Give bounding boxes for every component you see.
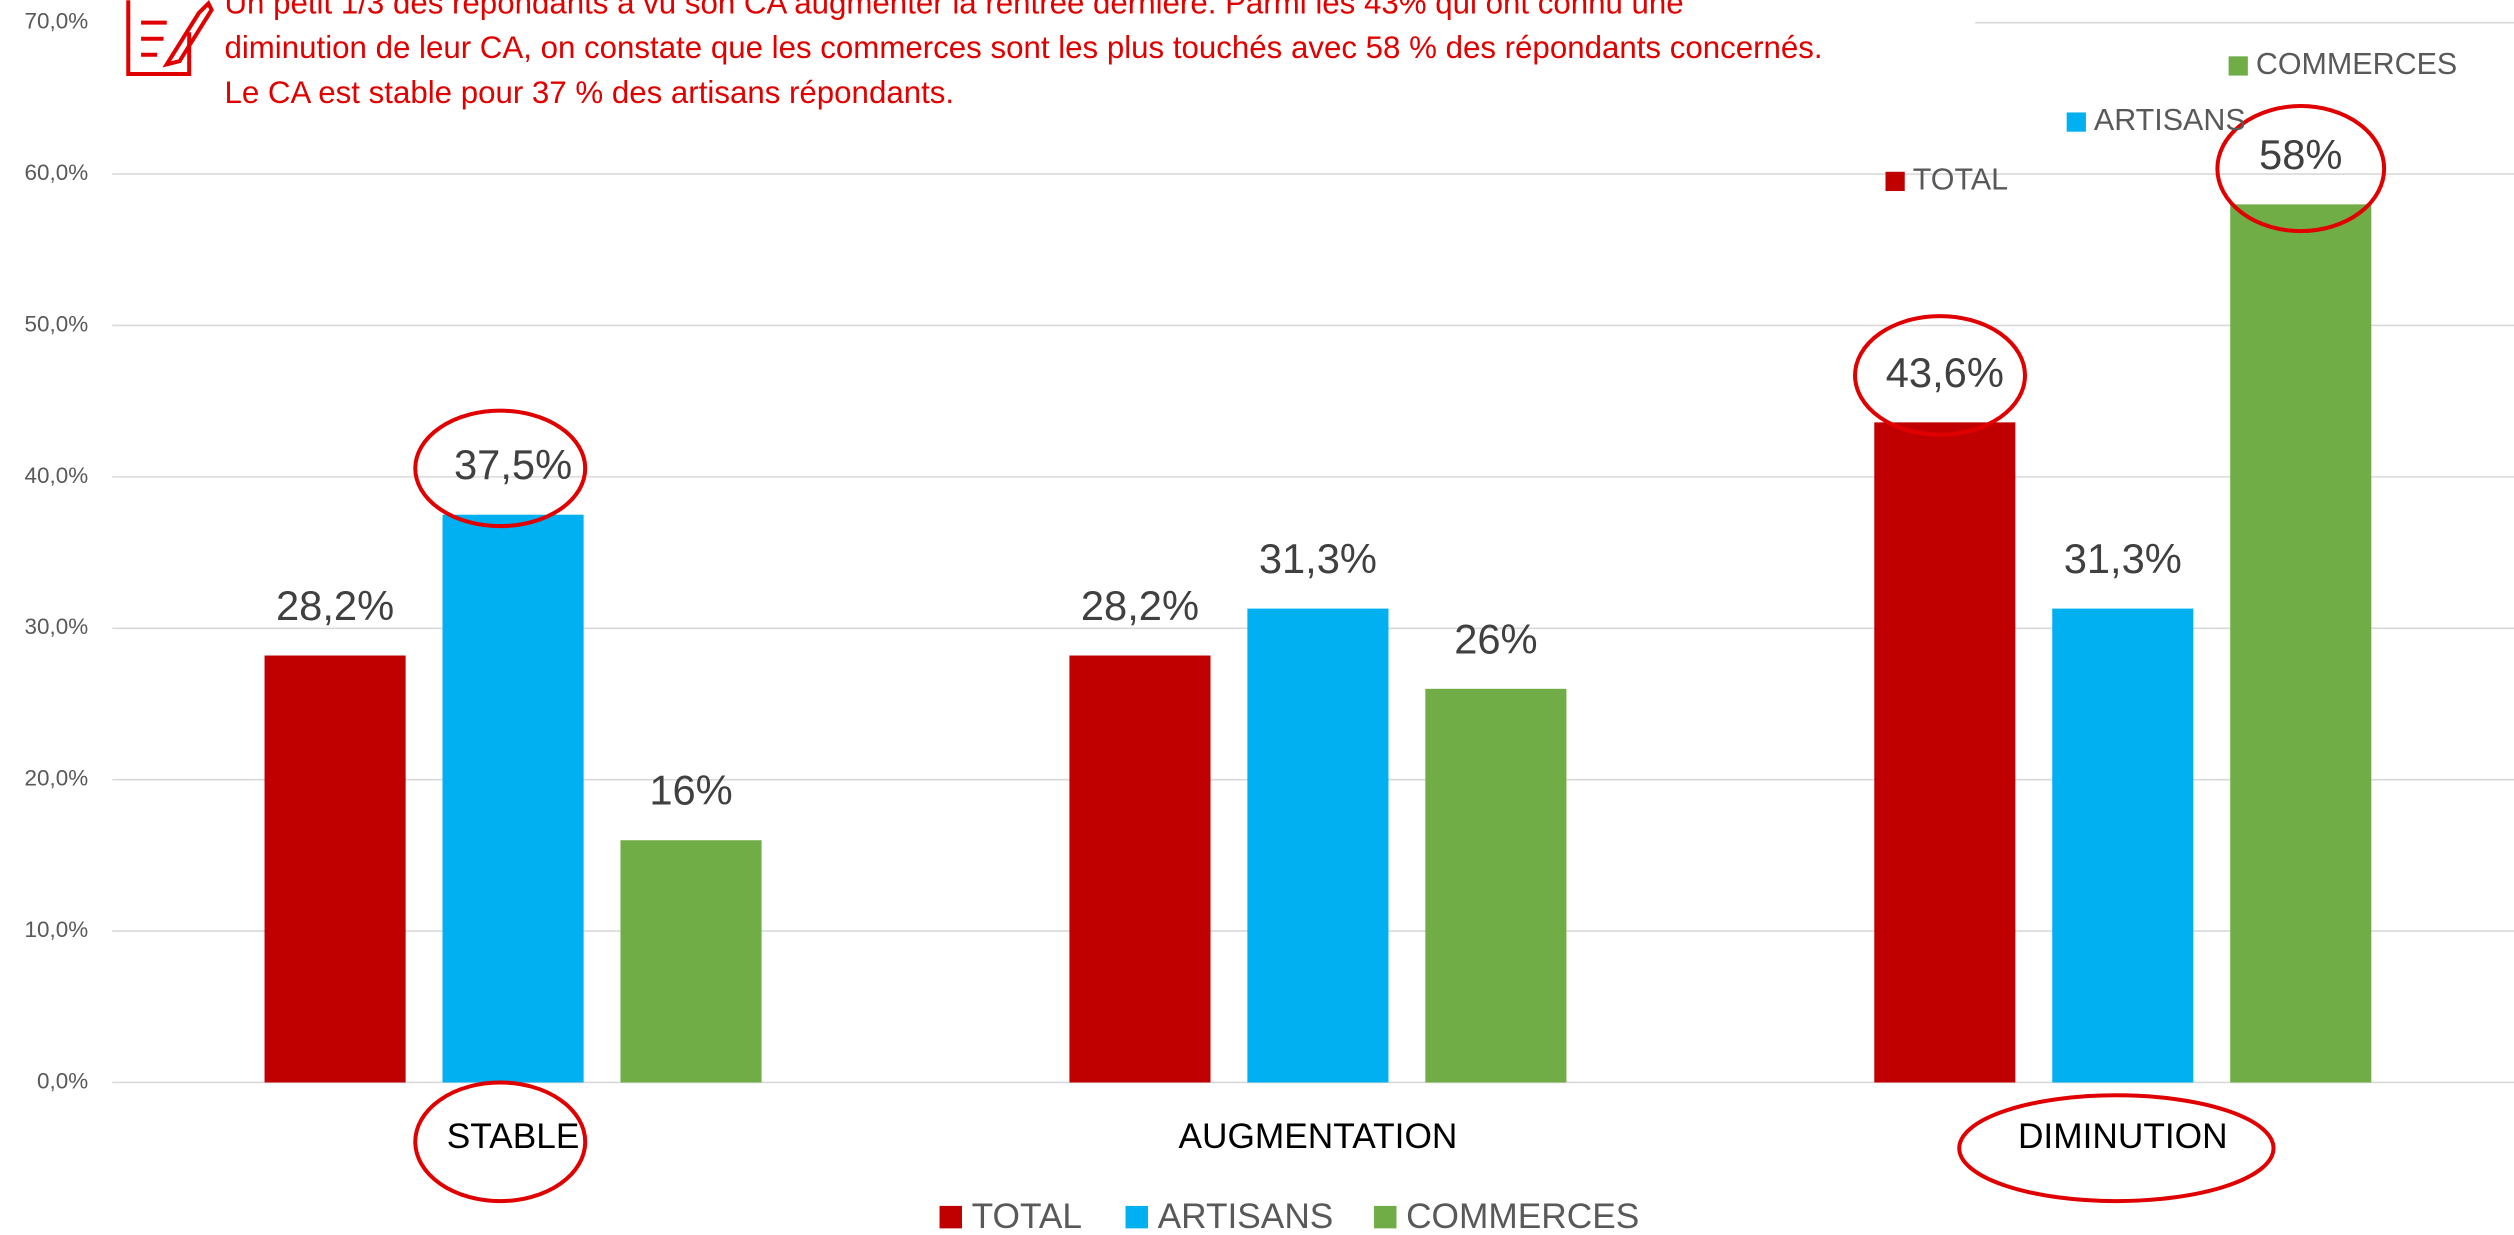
x-tick-label: STABLE	[447, 1117, 580, 1156]
x-tick-label: DIMINUTION	[2018, 1117, 2228, 1156]
highlight-circle	[2215, 104, 2387, 234]
bar	[1425, 688, 1567, 1083]
bar	[1874, 422, 2016, 1083]
value-label: 58%	[2259, 131, 2342, 178]
note-background	[96, 0, 1976, 42]
note-icon	[126, 0, 214, 76]
legend-label: TOTAL	[972, 1197, 1082, 1235]
legend-label: COMMERCES	[1406, 1197, 1639, 1235]
annotation: Un petit 1/3 des répondants a vu son CA …	[224, 0, 1683, 20]
bar	[2052, 608, 2194, 1083]
legend-swatch	[2228, 56, 2248, 76]
y-tick-label: 40,0%	[25, 463, 89, 488]
highlight-circle	[413, 408, 588, 529]
legend-label: TOTAL	[1913, 162, 2008, 196]
bar	[620, 840, 762, 1083]
value-label: 28,2%	[276, 582, 394, 629]
bar	[2230, 204, 2372, 1083]
value-label: 31,3%	[1259, 535, 1377, 582]
legend-swatch	[1374, 1205, 1397, 1229]
legend-swatch	[1125, 1205, 1148, 1229]
value-label: 43,6%	[1886, 349, 2004, 396]
legend-swatch	[939, 1205, 962, 1229]
y-tick-label: 20,0%	[25, 766, 89, 791]
annotation: diminution de leur CA, on constate que l…	[224, 30, 1822, 65]
legend-swatch	[2066, 112, 2086, 132]
value-label: 28,2%	[1081, 582, 1199, 629]
legend-swatch	[1885, 171, 1905, 192]
value-label: 31,3%	[2064, 535, 2182, 582]
value-label: 26%	[1454, 615, 1537, 662]
bars	[264, 204, 2372, 1083]
y-tick-label: 50,0%	[25, 311, 89, 336]
value-label: 37,5%	[454, 441, 572, 488]
bar	[1247, 608, 1389, 1083]
highlight-circle	[1853, 314, 2027, 437]
y-tick-label: 60,0%	[25, 160, 89, 185]
y-tick-label: 70,0%	[25, 9, 89, 34]
bar	[1069, 655, 1211, 1083]
x-tick-label: AUGMENTATION	[1178, 1117, 1457, 1156]
highlight-circle	[413, 1080, 588, 1204]
legend-label: ARTISANS	[1158, 1197, 1334, 1235]
legend-label: COMMERCES	[2256, 47, 2457, 81]
bar	[264, 655, 406, 1083]
y-tick-label: 30,0%	[25, 614, 89, 639]
value-label: 16%	[649, 767, 732, 814]
y-tick-label: 0,0%	[37, 1068, 88, 1093]
annotation: Le CA est stable pour 37 % des artisans …	[224, 75, 954, 110]
legend-label: ARTISANS	[2094, 103, 2246, 137]
highlight-circle	[1957, 1093, 2276, 1204]
y-tick-label: 10,0%	[25, 917, 89, 942]
bar	[442, 514, 584, 1083]
